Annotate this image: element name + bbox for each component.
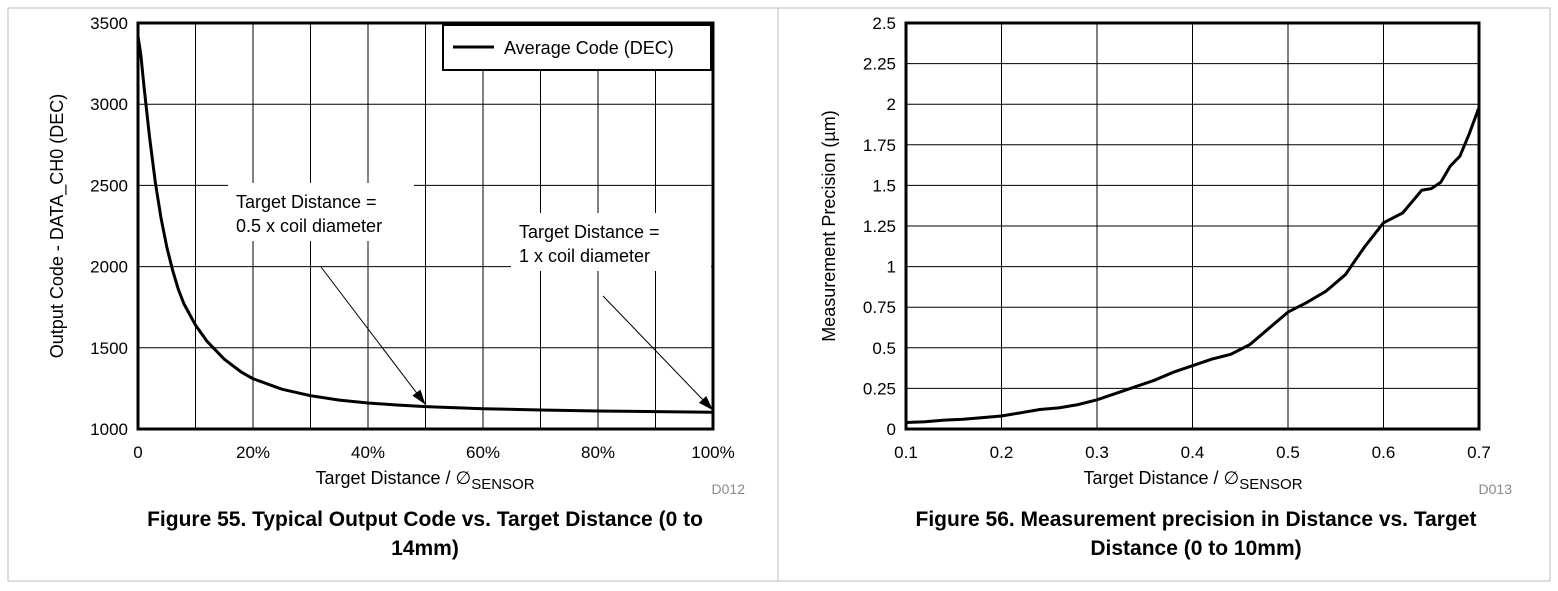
x-tick-label: 0.7: [1467, 443, 1491, 462]
annotation-1-arrowhead: [412, 389, 426, 405]
x-tick-label: 80%: [581, 443, 615, 462]
chart-measurement-precision: 0.1 0.2 0.3 0.4 0.5 0.6 0.7 0 0.25 0.5 0.75 1 1.25 1…: [819, 14, 1512, 560]
annotation-2-leader: [602, 295, 714, 411]
y-tick-label: 1.75: [863, 136, 896, 155]
x-axis-title-main-right: Target Distance / ∅: [1083, 468, 1239, 488]
annotation-2-line2: 1 x coil diameter: [519, 246, 650, 266]
caption-right-line2: Distance (0 to 10mm): [1090, 537, 1301, 560]
y-tick-label: 2.25: [863, 55, 896, 74]
annotation-2-line1: Target Distance =: [519, 222, 660, 242]
x-tick-label: 0: [133, 443, 142, 462]
x-tick-label: 40%: [351, 443, 385, 462]
page-frame: [7, 7, 1551, 582]
y-tick-label: 2500: [90, 176, 128, 195]
y-tick-label: 3500: [90, 14, 128, 33]
annotation-1-box: [228, 183, 414, 241]
x-axis-title-left: Target Distance / ∅SENSOR: [315, 468, 534, 493]
annotation-2-arrowhead: [698, 395, 713, 411]
chart-output-code: 0 20% 40% 60% 80% 100% 1000 1500 2000 2500 3000 35…: [47, 14, 745, 560]
y-tick-label: 0.75: [863, 298, 896, 317]
figure-code-left: D012: [712, 481, 746, 497]
caption-left-line1: Figure 55. Typical Output Code vs. Targe…: [147, 508, 703, 531]
y-tick-label: 1.5: [872, 176, 896, 195]
y-tick-label: 3000: [90, 95, 128, 114]
y-tick-label: 2000: [90, 258, 128, 277]
x-tick-label: 0.5: [1276, 443, 1300, 462]
y-tick-label: 1.25: [863, 217, 896, 236]
x-ticks-right: 0.1 0.2 0.3 0.4 0.5 0.6 0.7: [894, 443, 1491, 462]
plot-frame-right: [904, 21, 1481, 431]
x-axis-title-subscript: SENSOR: [471, 476, 535, 493]
x-axis-title-main: Target Distance / ∅: [315, 468, 471, 488]
x-axis-title-right: Target Distance / ∅SENSOR: [1083, 468, 1302, 493]
y-tick-label: 1: [887, 258, 896, 277]
x-axis-title-subscript-right: SENSOR: [1239, 476, 1303, 493]
y-ticks-left: 1000 1500 2000 2500 3000 3500: [90, 14, 128, 439]
y-tick-label: 2.5: [872, 14, 896, 33]
plot-frame-left: [136, 21, 715, 431]
y-tick-label: 0.5: [872, 339, 896, 358]
x-tick-label: 0.6: [1372, 443, 1396, 462]
y-tick-label: 1000: [90, 420, 128, 439]
y-ticks-right: 0 0.25 0.5 0.75 1 1.25 1.5 1.75 2 2.25 2.5: [863, 14, 896, 439]
annotation-2-box: [511, 213, 711, 271]
x-tick-label: 60%: [466, 443, 500, 462]
annotation-1-leader: [320, 266, 426, 405]
caption-left-line2: 14mm): [391, 537, 459, 560]
legend-left: Average Code (DEC): [442, 24, 712, 71]
y-tick-label: 2: [887, 95, 896, 114]
y-tick-label: 0: [887, 420, 896, 439]
y-tick-label: 1500: [90, 339, 128, 358]
y-tick-label: 0.25: [863, 379, 896, 398]
x-tick-label: 20%: [236, 443, 270, 462]
annotation-1-line2: 0.5 x coil diameter: [236, 216, 382, 236]
legend-label-average-code: Average Code (DEC): [504, 38, 674, 58]
y-axis-title-right: Measurement Precision (µm): [819, 110, 839, 341]
x-tick-label: 100%: [691, 443, 734, 462]
x-tick-label: 0.3: [1085, 443, 1109, 462]
series-line-average-code: [136, 35, 714, 414]
grid-right: [906, 23, 1479, 429]
y-axis-title-left: Output Code - DATA_CH0 (DEC): [47, 94, 68, 358]
series-line-precision: [905, 106, 1481, 424]
caption-right-line1: Figure 56. Measurement precision in Dist…: [916, 508, 1477, 531]
x-tick-label: 0.2: [990, 443, 1014, 462]
x-tick-label: 0.4: [1181, 443, 1205, 462]
x-tick-label: 0.1: [894, 443, 918, 462]
x-ticks-left: 0 20% 40% 60% 80% 100%: [133, 443, 734, 462]
annotation-1-line1: Target Distance =: [236, 192, 377, 212]
figure-code-right: D013: [1479, 481, 1513, 497]
